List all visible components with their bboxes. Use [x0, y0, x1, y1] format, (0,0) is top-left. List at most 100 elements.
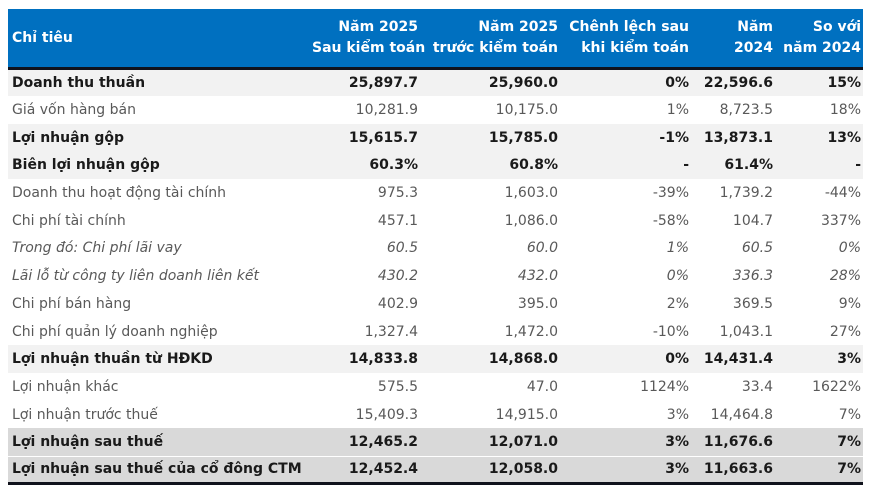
cell-value: 1,739.2: [719, 185, 773, 202]
cell-value: 104.7: [732, 212, 773, 229]
cell-value: 12,058.0: [420, 455, 560, 486]
cell-value: 0%: [665, 75, 689, 92]
financial-results-table: Chỉ tiêu Năm 2025 Sau kiểm toán Năm 2025 trư…: [8, 9, 863, 486]
row-label: Giá vốn hàng bán: [12, 102, 136, 119]
table-header: Chỉ tiêu Năm 2025 Sau kiểm toán Năm 2025 trư…: [8, 9, 863, 70]
table-row: Giá vốn hàng bán 10,281.9 10,175.0 1% 8,723.…: [8, 96, 863, 124]
column-header-nam-2025-truoc-kiem-toan: Năm 2025 trước kiểm toán: [420, 9, 560, 70]
cell-value: 3%: [837, 351, 861, 368]
cell-value: 3%: [665, 434, 689, 451]
cell-value: 33.4: [741, 378, 773, 395]
row-label: Lãi lỗ từ công ty liên doanh liên kết: [12, 268, 260, 285]
cell-value: 0%: [666, 268, 689, 285]
cell-value: 3%: [560, 455, 691, 486]
cell-value: 0%: [665, 351, 689, 368]
row-label: Lợi nhuận sau thuế của cổ đông CTM: [8, 455, 308, 486]
cell-value: -39%: [652, 185, 689, 202]
cell-value: 60.0: [526, 240, 558, 257]
column-header-line2: 2024: [734, 40, 773, 56]
cell-value: 15%: [827, 75, 861, 92]
financial-report-page: Chỉ tiêu Năm 2025 Sau kiểm toán Năm 2025 trư…: [8, 9, 863, 486]
table-header-row: Chỉ tiêu Năm 2025 Sau kiểm toán Năm 2025 trư…: [8, 9, 863, 70]
cell-value: -: [683, 157, 689, 174]
cell-value: 3%: [666, 406, 689, 423]
column-header-line1: Chênh lệch sau: [569, 19, 689, 35]
table-row: Lợi nhuận gộp 15,615.7 15,785.0 -1% 13,873.1…: [8, 123, 863, 152]
cell-value: 14,915.0: [495, 406, 558, 423]
column-header-line1: Năm 2025: [338, 19, 418, 35]
cell-value: 0%: [838, 240, 861, 257]
column-header-line1: So với: [812, 19, 861, 35]
table-row: Doanh thu thuần 25,897.7 25,960.0 0% 22,596.…: [8, 68, 863, 97]
row-label: Doanh thu thuần: [12, 75, 146, 92]
cell-value: -58%: [652, 212, 689, 229]
cell-value: 457.1: [377, 212, 418, 229]
cell-value: 22,596.6: [703, 75, 773, 92]
row-label: Biên lợi nhuận gộp: [12, 157, 160, 174]
cell-value: 1,327.4: [364, 323, 418, 340]
row-label: Chi phí bán hàng: [12, 295, 132, 312]
cell-value: 337%: [820, 212, 861, 229]
table-row: Lợi nhuận thuần từ HĐKD 14,833.8 14,868.0 0…: [8, 345, 863, 374]
cell-value: 18%: [829, 102, 861, 119]
cell-value: 13,873.1: [703, 129, 773, 146]
cell-value: 13%: [827, 129, 861, 146]
cell-value: 60.5: [386, 240, 418, 257]
cell-value: 1124%: [640, 378, 689, 395]
cell-value: 12,071.0: [488, 434, 558, 451]
cell-value: 7%: [775, 455, 863, 486]
cell-value: 25,960.0: [488, 75, 558, 92]
cell-value: 1,086.0: [504, 212, 558, 229]
cell-value: 61.4%: [724, 157, 773, 174]
cell-value: 1622%: [812, 378, 861, 395]
cell-value: 369.5: [732, 295, 773, 312]
cell-value: 47.0: [526, 378, 558, 395]
row-label: Lợi nhuận thuần từ HĐKD: [12, 351, 213, 368]
cell-value: 432.0: [517, 268, 558, 285]
row-label: Lợi nhuận trước thuế: [12, 406, 158, 423]
table-row: Lợi nhuận sau thuế của cổ đông CTM 12,452…: [8, 455, 863, 486]
cell-value: -: [855, 157, 861, 174]
cell-value: -10%: [652, 323, 689, 340]
cell-value: 575.5: [377, 378, 418, 395]
cell-value: 430.2: [377, 268, 418, 285]
column-header-so-voi-nam-2024: So với năm 2024: [775, 9, 863, 70]
column-header-chi-tieu: Chỉ tiêu: [8, 9, 308, 70]
cell-value: 2%: [666, 295, 689, 312]
cell-value: 14,868.0: [488, 351, 558, 368]
row-label: Doanh thu hoạt động tài chính: [12, 185, 227, 202]
column-header-chenh-lech-sau-khi-kiem-toan: Chênh lệch sau khi kiểm toán: [560, 9, 691, 70]
column-header-line1: Năm: [737, 19, 773, 35]
cell-value: 402.9: [377, 295, 418, 312]
cell-value: 10,175.0: [495, 102, 558, 119]
table-row: Chi phí bán hàng 402.9 395.0 2% 369.5 9%: [8, 290, 863, 318]
cell-value: 11,663.6: [691, 455, 775, 486]
cell-value: 1,472.0: [504, 323, 558, 340]
cell-value: 975.3: [377, 185, 418, 202]
column-header-line2: khi kiểm toán: [581, 40, 689, 56]
column-header-line2: trước kiểm toán: [432, 40, 558, 56]
table-row: Lợi nhuận sau thuế 12,465.2 12,071.0 3% 11,6…: [8, 428, 863, 457]
column-header-line2: Sau kiểm toán: [312, 40, 426, 56]
column-header-nam-2024: Năm 2024: [691, 9, 775, 70]
cell-value: 60.5: [741, 240, 773, 257]
column-header-line1: Chỉ tiêu: [12, 29, 73, 46]
cell-value: -44%: [824, 185, 861, 202]
cell-value: 60.3%: [369, 157, 418, 174]
cell-value: 1%: [666, 240, 689, 257]
cell-value: 1,043.1: [719, 323, 773, 340]
table-row: Lợi nhuận khác 575.5 47.0 1124% 33.4 1622%: [8, 373, 863, 401]
cell-value: 14,464.8: [710, 406, 773, 423]
cell-value: 60.8%: [509, 157, 558, 174]
row-label: Chi phí tài chính: [12, 212, 126, 229]
cell-value: 15,785.0: [488, 129, 558, 146]
cell-value: 12,452.4: [308, 455, 420, 486]
cell-value: 28%: [829, 268, 861, 285]
cell-value: 15,409.3: [355, 406, 418, 423]
cell-value: 10,281.9: [355, 102, 418, 119]
row-label: Trong đó: Chi phí lãi vay: [12, 240, 182, 257]
row-label: Lợi nhuận gộp: [12, 129, 125, 146]
cell-value: 14,833.8: [348, 351, 418, 368]
cell-value: 7%: [837, 434, 861, 451]
cell-value: 336.3: [732, 268, 773, 285]
